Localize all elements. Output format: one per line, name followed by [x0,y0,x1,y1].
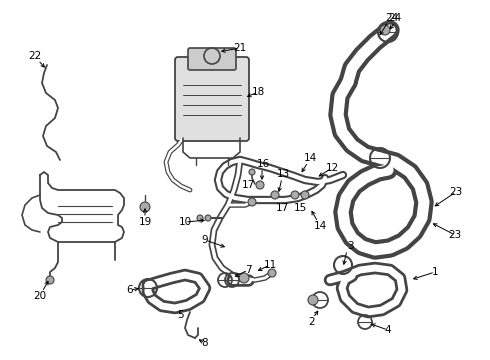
Text: 4: 4 [385,325,392,335]
Text: 10: 10 [178,217,192,227]
Text: 17: 17 [275,203,289,213]
Text: 15: 15 [294,203,307,213]
Text: 5: 5 [177,310,183,320]
Circle shape [249,169,255,175]
Text: 22: 22 [28,51,42,61]
Text: 23: 23 [449,187,463,197]
Circle shape [46,276,54,284]
Text: 16: 16 [256,159,270,169]
Text: 13: 13 [276,169,290,179]
Text: 11: 11 [264,260,277,270]
Text: 23: 23 [448,230,462,240]
Text: 18: 18 [251,87,265,97]
Text: 12: 12 [325,163,339,173]
Text: 2: 2 [309,317,315,327]
FancyBboxPatch shape [175,57,249,141]
Text: 24: 24 [385,13,399,23]
Circle shape [271,191,279,199]
Circle shape [301,191,309,199]
Circle shape [205,215,211,221]
Text: 24: 24 [389,13,402,23]
Circle shape [197,215,203,221]
Text: 20: 20 [33,291,47,301]
Text: 6: 6 [127,285,133,295]
Text: 19: 19 [138,217,151,227]
Circle shape [291,191,299,199]
Circle shape [256,181,264,189]
Text: 8: 8 [202,338,208,348]
Circle shape [140,202,150,212]
FancyBboxPatch shape [188,48,236,70]
Text: 1: 1 [432,267,439,277]
Circle shape [239,273,249,283]
Text: 17: 17 [242,180,255,190]
Text: 21: 21 [233,43,246,53]
Text: 14: 14 [314,221,327,231]
Text: 9: 9 [202,235,208,245]
Text: 7: 7 [245,265,251,275]
Circle shape [248,198,256,206]
Circle shape [380,25,390,35]
Circle shape [308,295,318,305]
Text: 3: 3 [347,241,353,251]
Circle shape [268,269,276,277]
Text: 14: 14 [303,153,317,163]
